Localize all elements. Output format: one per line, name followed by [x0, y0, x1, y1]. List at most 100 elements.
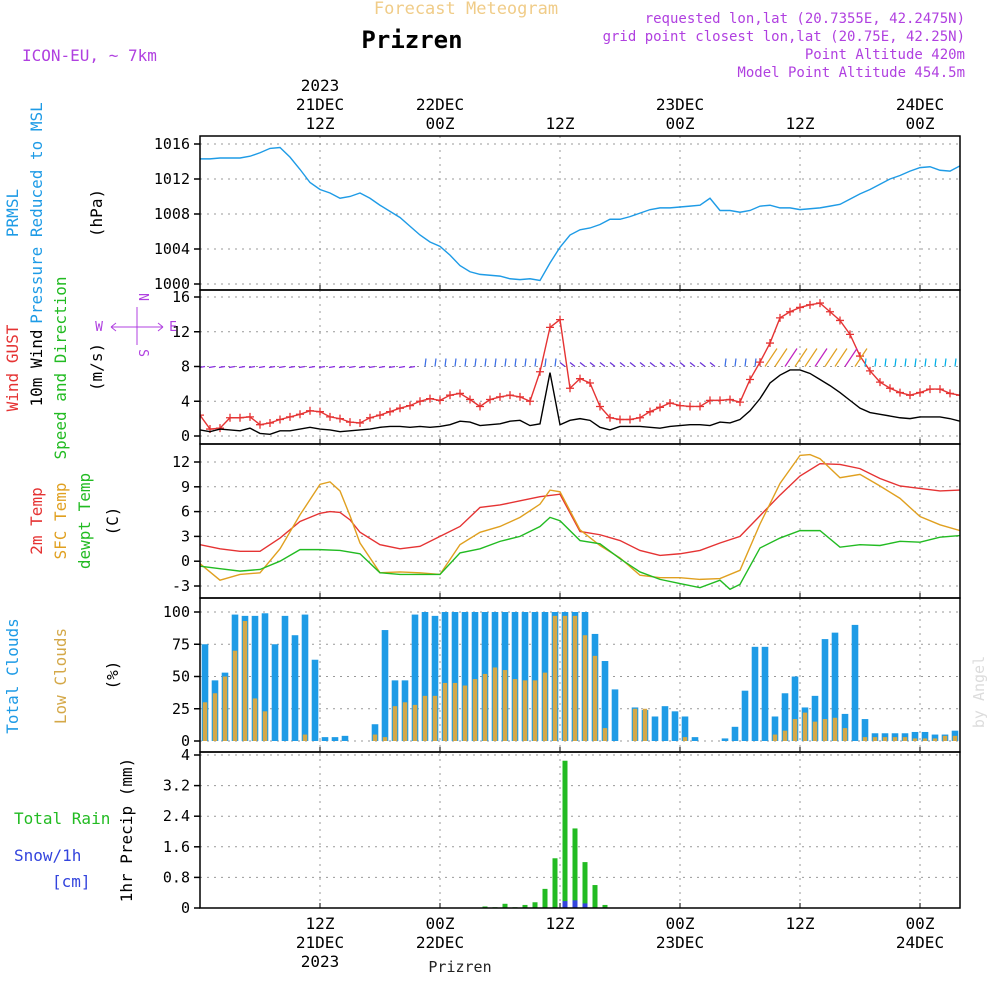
wind-direction-arrow	[639, 362, 646, 367]
panel-clouds: 0 25 50 75 100 Total Clouds Low Clouds (%)	[3, 597, 967, 753]
gust-marker	[886, 384, 894, 393]
bar-total-clouds	[381, 630, 389, 741]
line-dewpt-temp	[200, 516, 960, 591]
bar-low-clouds	[882, 737, 888, 741]
wind-direction-arrow	[924, 358, 927, 367]
gust-marker	[236, 413, 244, 422]
gust-marker	[576, 374, 584, 383]
bar-total-clouds	[921, 731, 929, 741]
bar-low-clouds	[922, 738, 928, 741]
bottom-time-label: 12Z	[546, 914, 575, 933]
wind-direction-arrow	[709, 362, 716, 367]
gust-marker	[756, 358, 764, 367]
bottom-time-label: 12Z	[306, 914, 335, 933]
bar-total-clouds	[661, 706, 669, 741]
series-label: Wind GUST	[3, 324, 22, 411]
bar-low-clouds	[772, 734, 778, 741]
top-time-label: 00Z	[666, 114, 695, 133]
wind-direction-arrow	[328, 365, 336, 369]
panel-frame	[199, 135, 961, 291]
bar-low-clouds	[562, 615, 568, 741]
wind-direction-arrow	[388, 365, 396, 369]
wind-direction-arrow	[894, 358, 897, 367]
ytick-label: 25	[172, 700, 190, 718]
gust-marker	[566, 384, 574, 393]
credit-watermark: by Angel	[970, 656, 988, 728]
wind-direction-arrow	[589, 362, 596, 367]
ytick-label: 0	[181, 732, 190, 750]
bottom-time-label: 12Z	[786, 914, 815, 933]
gust-marker	[586, 379, 594, 388]
bar-low-clouds	[832, 717, 838, 741]
bar-low-clouds	[472, 679, 478, 741]
gust-marker	[246, 412, 254, 421]
gust-marker	[546, 323, 554, 332]
ytick-label: 1.6	[163, 838, 190, 856]
gust-marker	[916, 388, 924, 397]
wind-direction-arrow	[348, 365, 356, 369]
gust-marker	[706, 396, 714, 405]
gust-marker	[200, 411, 204, 420]
bar-total-rain	[562, 760, 568, 908]
ytick-label: 0.8	[163, 868, 190, 886]
wind-direction-arrow	[474, 358, 477, 367]
bar-low-clouds	[262, 711, 268, 741]
bar-total-clouds	[831, 632, 839, 741]
bar-low-clouds	[402, 702, 408, 741]
wind-direction-arrow	[424, 358, 427, 367]
bar-low-clouds	[802, 712, 808, 741]
wind-direction-arrow	[679, 362, 686, 367]
wind-direction-arrow	[288, 365, 296, 369]
gust-marker	[336, 414, 344, 423]
top-time-label: 00Z	[426, 114, 455, 133]
bar-total-clouds	[441, 612, 449, 741]
panel-pressure: 1000 1004 1008 1012 1016 PRMSL Pressure Reduce…	[3, 102, 961, 324]
wind-direction-arrow	[944, 358, 947, 367]
gust-marker	[456, 389, 464, 398]
gust-marker	[516, 392, 524, 401]
ytick-label: 75	[172, 635, 190, 653]
bar-total-clouds	[601, 661, 609, 741]
bar-low-clouds	[522, 680, 528, 741]
gust-marker	[796, 303, 804, 312]
ytick-label: 6	[181, 503, 190, 521]
wind-direction-arrow	[904, 358, 907, 367]
line-prmsl	[200, 146, 960, 282]
bar-snow-1h	[562, 901, 568, 908]
ytick-label: 1000	[154, 275, 190, 293]
wind-direction-arrow	[794, 348, 808, 367]
requested-coords: requested lon,lat (20.7355E, 42.2475N)	[645, 11, 965, 27]
wind-direction-arrow	[864, 358, 867, 367]
wind-direction-arrow	[554, 358, 557, 367]
wind-direction-arrow	[914, 358, 917, 367]
line-sfc-temp	[200, 453, 960, 581]
bar-total-rain	[582, 862, 588, 908]
line-10m-wind	[200, 369, 960, 435]
bar-low-clouds	[782, 730, 788, 741]
compass-s: S	[135, 349, 150, 357]
wind-direction-arrow	[609, 362, 616, 367]
ylabel: (C)	[103, 507, 122, 536]
ytick-label: 100	[163, 603, 190, 621]
ytick-label: 0	[181, 427, 190, 445]
gust-marker	[656, 403, 664, 412]
series-label: Total Rain	[14, 809, 110, 828]
bar-total-clouds	[751, 646, 759, 741]
chart-title: Prizren	[361, 26, 462, 54]
gust-marker	[956, 391, 960, 400]
bar-snow-1h	[582, 903, 588, 908]
bar-total-clouds	[261, 613, 269, 741]
chart-subtitle: Forecast Meteogram	[374, 0, 558, 19]
wind-direction-arrow	[278, 365, 286, 369]
bar-low-clouds	[963, 736, 967, 741]
bar-low-clouds	[222, 676, 228, 741]
gust-marker	[826, 307, 834, 316]
wind-direction-arrow	[734, 358, 737, 367]
wind-direction-arrow	[398, 365, 406, 369]
bar-low-clouds	[822, 719, 828, 741]
gust-marker	[696, 402, 704, 411]
gust-marker	[286, 412, 294, 421]
wind-direction-arrow	[228, 365, 236, 369]
gust-marker	[526, 397, 534, 406]
series-label: Speed and Direction	[51, 276, 70, 459]
